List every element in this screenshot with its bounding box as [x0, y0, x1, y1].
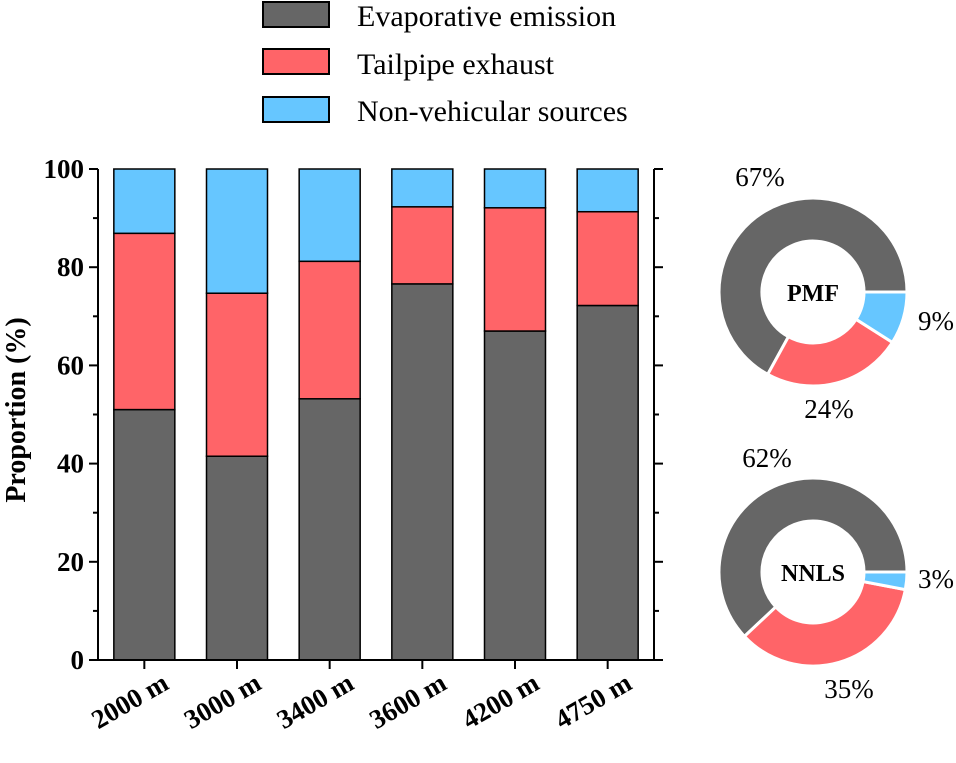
bar-segment-2-1 [205, 455, 269, 661]
legend-label-nonvehicular: Non-vehicular sources [357, 95, 628, 128]
bar-segment-2-3 [205, 168, 269, 294]
bar-segment-2-2 [205, 292, 269, 457]
bar-segment-4-3 [391, 168, 454, 208]
x-tick-label: 3000 m [179, 667, 267, 735]
bar-segment-5-2 [483, 207, 547, 332]
bar-segment-3-1 [298, 398, 361, 661]
bar-segment-6-2 [576, 210, 639, 307]
y-tick-label: 40 [57, 449, 84, 479]
legend-swatch-tailpipe [262, 48, 330, 75]
donut-slice-1 [717, 196, 909, 377]
donut-value-label: 24% [804, 394, 854, 424]
donut-slice-3 [861, 570, 909, 592]
y-tick-label: 0 [71, 645, 85, 675]
bar-segment-5-3 [483, 168, 547, 209]
donut-chart-nnls: NNLS 62% 35% 3% [717, 443, 954, 704]
legend-label-tailpipe: Tailpipe exhaust [357, 48, 555, 81]
legend-swatch-evaporative [262, 1, 330, 28]
donut-chart-pmf: PMF 67% 24% 9% [717, 162, 954, 424]
y-tick-label: 100 [44, 154, 85, 184]
bar-segment-6-3 [576, 168, 639, 213]
legend: Evaporative emission Tailpipe exhaust No… [262, 0, 628, 128]
y-tick-label: 80 [57, 252, 84, 282]
bar-segment-3-2 [298, 260, 361, 400]
donut-value-label: 9% [918, 306, 954, 336]
donut-slice-2 [765, 317, 895, 388]
donut-center-label: PMF [787, 281, 839, 307]
donut-center-label: NNLS [781, 561, 845, 587]
bar-segment-6-1 [576, 304, 639, 661]
x-tick-label: 3600 m [364, 667, 452, 735]
bar-segment-3-3 [298, 168, 361, 263]
bar-segment-4-2 [391, 206, 454, 285]
bar-segment-5-1 [483, 330, 547, 661]
donut-value-label: 67% [735, 162, 785, 192]
donut-slice-3 [853, 290, 909, 345]
bar-segment-4-1 [391, 283, 454, 661]
donut-value-label: 62% [742, 443, 792, 473]
bar-segment-1-3 [113, 168, 176, 235]
y-tick-label: 60 [57, 350, 84, 380]
donut-slice-1 [717, 476, 909, 639]
x-tick-label: 2000 m [86, 667, 174, 735]
stacked-bar-chart: 2000 m 3000 m 3400 m 3600 m 4200 m 4750 m 0 20 4… [1, 154, 663, 735]
x-tick-label: 4750 m [550, 667, 638, 735]
donut-value-label: 35% [824, 674, 874, 704]
donut-slice-2 [742, 579, 908, 668]
x-tick-label: 3400 m [272, 667, 360, 735]
donut-value-label: 3% [918, 564, 954, 594]
legend-swatch-nonvehicular [262, 96, 330, 123]
bar-marks [113, 168, 639, 661]
bar-segment-1-1 [113, 408, 176, 661]
x-tick-label: 4200 m [457, 667, 545, 735]
y-tick-label: 20 [57, 547, 84, 577]
legend-label-evaporative: Evaporative emission [357, 0, 616, 33]
bar-segment-1-2 [113, 232, 176, 411]
y-axis-label: Proportion (%) [1, 317, 32, 502]
